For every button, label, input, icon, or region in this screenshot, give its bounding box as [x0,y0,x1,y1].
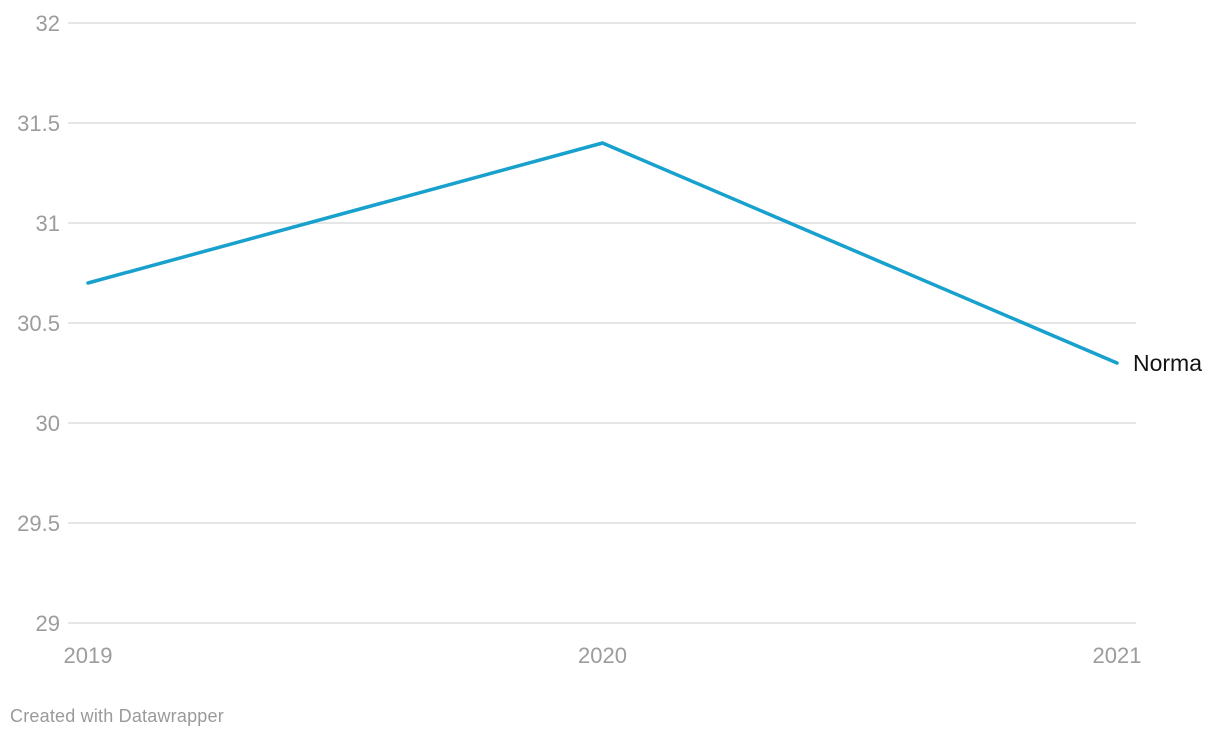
y-tick-label-29: 29 [36,611,60,636]
x-tick-label-2020: 2020 [578,643,627,668]
y-tick-label-30: 30 [36,411,60,436]
y-tick-label-32: 32 [36,11,60,36]
datawrapper-attribution: Created with Datawrapper [10,706,224,726]
series-line-norma [86,141,1119,365]
x-tick-label-2021: 2021 [1093,643,1142,668]
y-tick-label-31.5: 31.5 [17,111,60,136]
x-tick-label-2019: 2019 [64,643,113,668]
y-tick-label-31: 31 [36,211,60,236]
y-tick-label-29.5: 29.5 [17,511,60,536]
y-tick-label-30.5: 30.5 [17,311,60,336]
series-label-norma: Norma [1133,350,1202,376]
